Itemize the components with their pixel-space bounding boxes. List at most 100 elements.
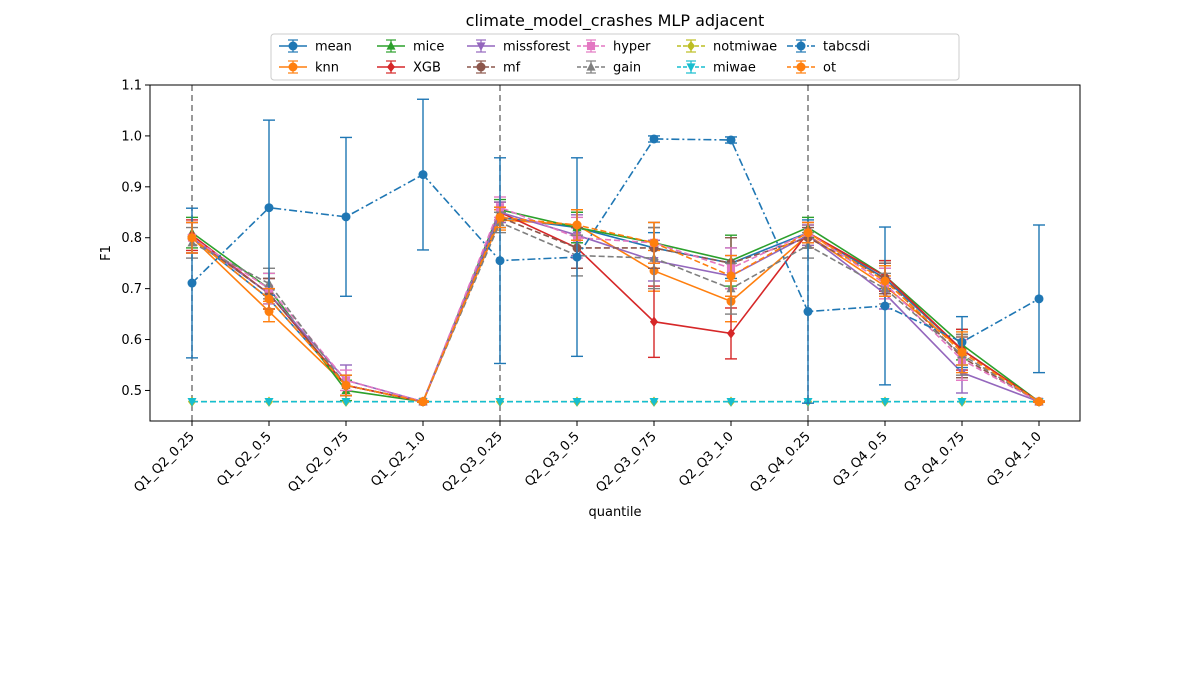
legend-marker	[386, 41, 396, 50]
legend-marker	[686, 63, 696, 72]
legend-item-missforest: missforest	[467, 39, 570, 55]
legend-marker	[386, 61, 396, 73]
legend-item-mean: mean	[279, 39, 352, 55]
legend-label: mice	[413, 40, 444, 55]
data-point	[880, 301, 890, 311]
y-tick-label: 1.1	[121, 79, 142, 94]
data-point	[187, 233, 197, 243]
x-tick-label: Q2_Q3_0.75	[593, 429, 659, 495]
legend-marker	[288, 62, 298, 72]
data-point	[418, 170, 428, 180]
data-point	[495, 256, 505, 266]
x-tick-label: Q1_Q2_0.75	[285, 429, 351, 495]
data-point	[1034, 397, 1044, 407]
data-point	[803, 307, 813, 317]
legend-label: hyper	[613, 40, 651, 55]
legend-marker	[686, 40, 696, 52]
x-axis-label: quantile	[588, 505, 641, 520]
data-point	[418, 397, 428, 407]
series-line	[191, 138, 1040, 343]
data-point	[1034, 294, 1044, 304]
data-point	[649, 134, 659, 144]
legend-label: missforest	[503, 40, 570, 55]
legend: mean knn mice XGB missforest mf hyper gain notmi…	[270, 33, 960, 81]
series-line	[191, 216, 1040, 403]
y-axis: 0.5 0.6 0.7 0.8 0.9 1.0 1.1	[121, 79, 150, 399]
legend-label: mean	[315, 40, 352, 55]
data-point	[264, 294, 274, 304]
legend-item-hyper: hyper	[577, 39, 651, 55]
legend-item-mice: mice	[377, 39, 444, 55]
legend-item-mf: mf	[467, 60, 521, 76]
data-point	[341, 380, 351, 390]
data-point	[726, 271, 736, 281]
data-point	[880, 398, 890, 407]
data-point	[880, 276, 890, 286]
series-gain	[186, 211, 1045, 406]
legend-item-miwae: miwae	[677, 60, 756, 76]
series-miwae	[187, 398, 1044, 407]
data-point	[572, 398, 582, 407]
legend-item-knn: knn	[279, 60, 339, 76]
series-hyper	[186, 196, 1045, 406]
series-group	[186, 98, 1045, 407]
x-tick-label: Q3_Q4_1.0	[984, 429, 1045, 490]
legend-label: mf	[503, 61, 521, 76]
data-point	[726, 135, 736, 145]
y-tick-label: 0.9	[121, 180, 142, 195]
legend-marker	[796, 41, 806, 51]
series-line	[191, 221, 1040, 403]
data-point	[957, 398, 967, 407]
x-tick-label: Q1_Q2_1.0	[368, 429, 429, 490]
legend-label: ot	[823, 61, 836, 76]
legend-marker	[476, 62, 486, 72]
x-tick-label: Q1_Q2_0.5	[214, 429, 275, 490]
legend-item-ot: ot	[787, 60, 836, 76]
x-tick-label: Q3_Q4_0.5	[830, 429, 891, 490]
x-tick-label: Q3_Q4_0.75	[901, 429, 967, 495]
y-tick-label: 0.5	[121, 384, 142, 399]
legend-item-tabcsdi: tabcsdi	[787, 39, 870, 55]
data-point	[341, 398, 351, 407]
x-tick-label: Q2_Q3_0.25	[439, 429, 505, 495]
legend-marker	[586, 41, 596, 51]
data-point	[649, 316, 659, 327]
series-ot	[186, 206, 1045, 407]
y-tick-label: 0.8	[121, 231, 142, 246]
legend-item-gain: gain	[577, 60, 641, 76]
data-point	[572, 220, 582, 230]
data-point	[495, 398, 505, 407]
data-point	[264, 398, 274, 407]
plot-area-frame	[149, 84, 1081, 422]
legend-label: XGB	[413, 61, 441, 76]
legend-marker	[796, 62, 806, 72]
legend-label: gain	[613, 61, 641, 76]
data-point	[572, 252, 582, 262]
x-axis: Q1_Q2_0.25 Q1_Q2_0.5 Q1_Q2_0.75 Q1_Q2_1.0 Q2…	[131, 421, 1045, 496]
data-point	[803, 228, 813, 238]
legend-marker	[476, 42, 486, 51]
data-point	[726, 328, 736, 339]
legend-label: knn	[315, 61, 339, 76]
series-tabcsdi	[186, 98, 1045, 404]
data-point	[187, 278, 197, 288]
legend-label: notmiwae	[713, 40, 777, 55]
legend-marker	[586, 62, 596, 71]
data-point	[649, 398, 659, 407]
data-point	[649, 238, 659, 248]
series-mice	[186, 198, 1045, 406]
data-point	[957, 347, 967, 357]
data-point	[187, 398, 197, 407]
x-tick-label: Q1_Q2_0.25	[131, 429, 197, 495]
x-tick-label: Q2_Q3_0.5	[522, 429, 583, 490]
y-tick-label: 0.6	[121, 333, 142, 348]
legend-item-notmiwae: notmiwae	[677, 39, 777, 55]
chart-title: climate_model_crashes MLP adjacent	[466, 11, 765, 31]
x-tick-label: Q3_Q4_0.25	[747, 429, 813, 495]
legend-label: miwae	[713, 61, 756, 76]
legend-marker	[288, 41, 298, 51]
data-point	[495, 212, 505, 222]
legend-item-xgb: XGB	[377, 60, 441, 76]
x-tick-label: Q2_Q3_1.0	[676, 429, 737, 490]
